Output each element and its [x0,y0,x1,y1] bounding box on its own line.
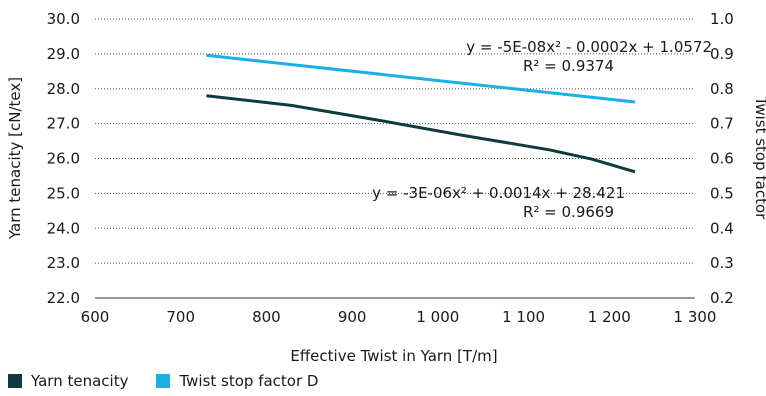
y2-tick-label: 0.9 [710,45,734,63]
series-lines [206,53,636,174]
y2-tick-label: 0.3 [710,254,734,272]
y2-tick-label: 0.4 [710,219,734,237]
legend-item-yarn-tenacity: Yarn tenacity [8,372,128,390]
y-tick-label: 27.0 [47,115,80,133]
equation-bottom: y = -3E-06x² + 0.0014x + 28.421 [372,184,625,202]
legend-swatch-twist-stop-factor [156,374,171,388]
y-tick-label: 23.0 [47,254,80,272]
y-tick-label: 30.0 [47,10,80,28]
x-tick-label: 800 [252,308,281,326]
y-tick-label: 26.0 [47,150,80,168]
y2-tick-label: 0.5 [710,184,734,202]
y-axis-title: Yarn tenacity [cN/tex] [6,77,24,240]
y2-axis-ticks: 0.2 0.3 0.4 0.5 0.6 0.7 0.8 0.9 1.0 [710,10,734,307]
y2-tick-label: 0.7 [710,115,734,133]
y-tick-label: 22.0 [47,289,80,307]
y2-tick-label: 0.8 [710,80,734,98]
y2-axis-title: Twist stop factor [752,96,766,221]
series-line-yarn-tenacity [206,94,636,174]
y2-tick-label: 0.2 [710,289,734,307]
r-squared-top: R² = 0.9374 [523,57,614,75]
y-tick-label: 28.0 [47,80,80,98]
x-tick-label: 1 200 [588,308,631,326]
x-tick-label: 1 300 [674,308,717,326]
y2-tick-label: 1.0 [710,10,734,28]
series-line-twist-stop-factor [206,53,636,104]
r-squared-bottom: R² = 0.9669 [523,203,614,221]
x-tick-label: 1 000 [416,308,459,326]
y-axis-ticks: 22.0 23.0 24.0 25.0 26.0 27.0 28.0 29.0 30.0 [47,10,80,307]
x-tick-label: 700 [166,308,195,326]
x-axis-title: Effective Twist in Yarn [T/m] [290,347,497,365]
legend-item-twist-stop-factor: Twist stop factor D [156,372,318,390]
y-tick-label: 29.0 [47,45,80,63]
equation-top: y = -5E-08x² - 0.0002x + 1.0572 [466,38,712,56]
x-tick-label: 600 [81,308,110,326]
legend-label-twist-stop-factor: Twist stop factor D [179,372,319,390]
legend-label-yarn-tenacity: Yarn tenacity [31,372,129,390]
x-axis-ticks: 600 700 800 900 1 000 1 100 1 200 1 300 [81,308,717,326]
legend: Yarn tenacity Twist stop factor D [8,372,346,390]
y-tick-label: 25.0 [47,184,80,202]
y-tick-label: 24.0 [47,219,80,237]
y2-tick-label: 0.6 [710,150,734,168]
x-tick-label: 1 100 [502,308,545,326]
x-tick-label: 900 [338,308,367,326]
legend-swatch-yarn-tenacity [8,374,22,388]
